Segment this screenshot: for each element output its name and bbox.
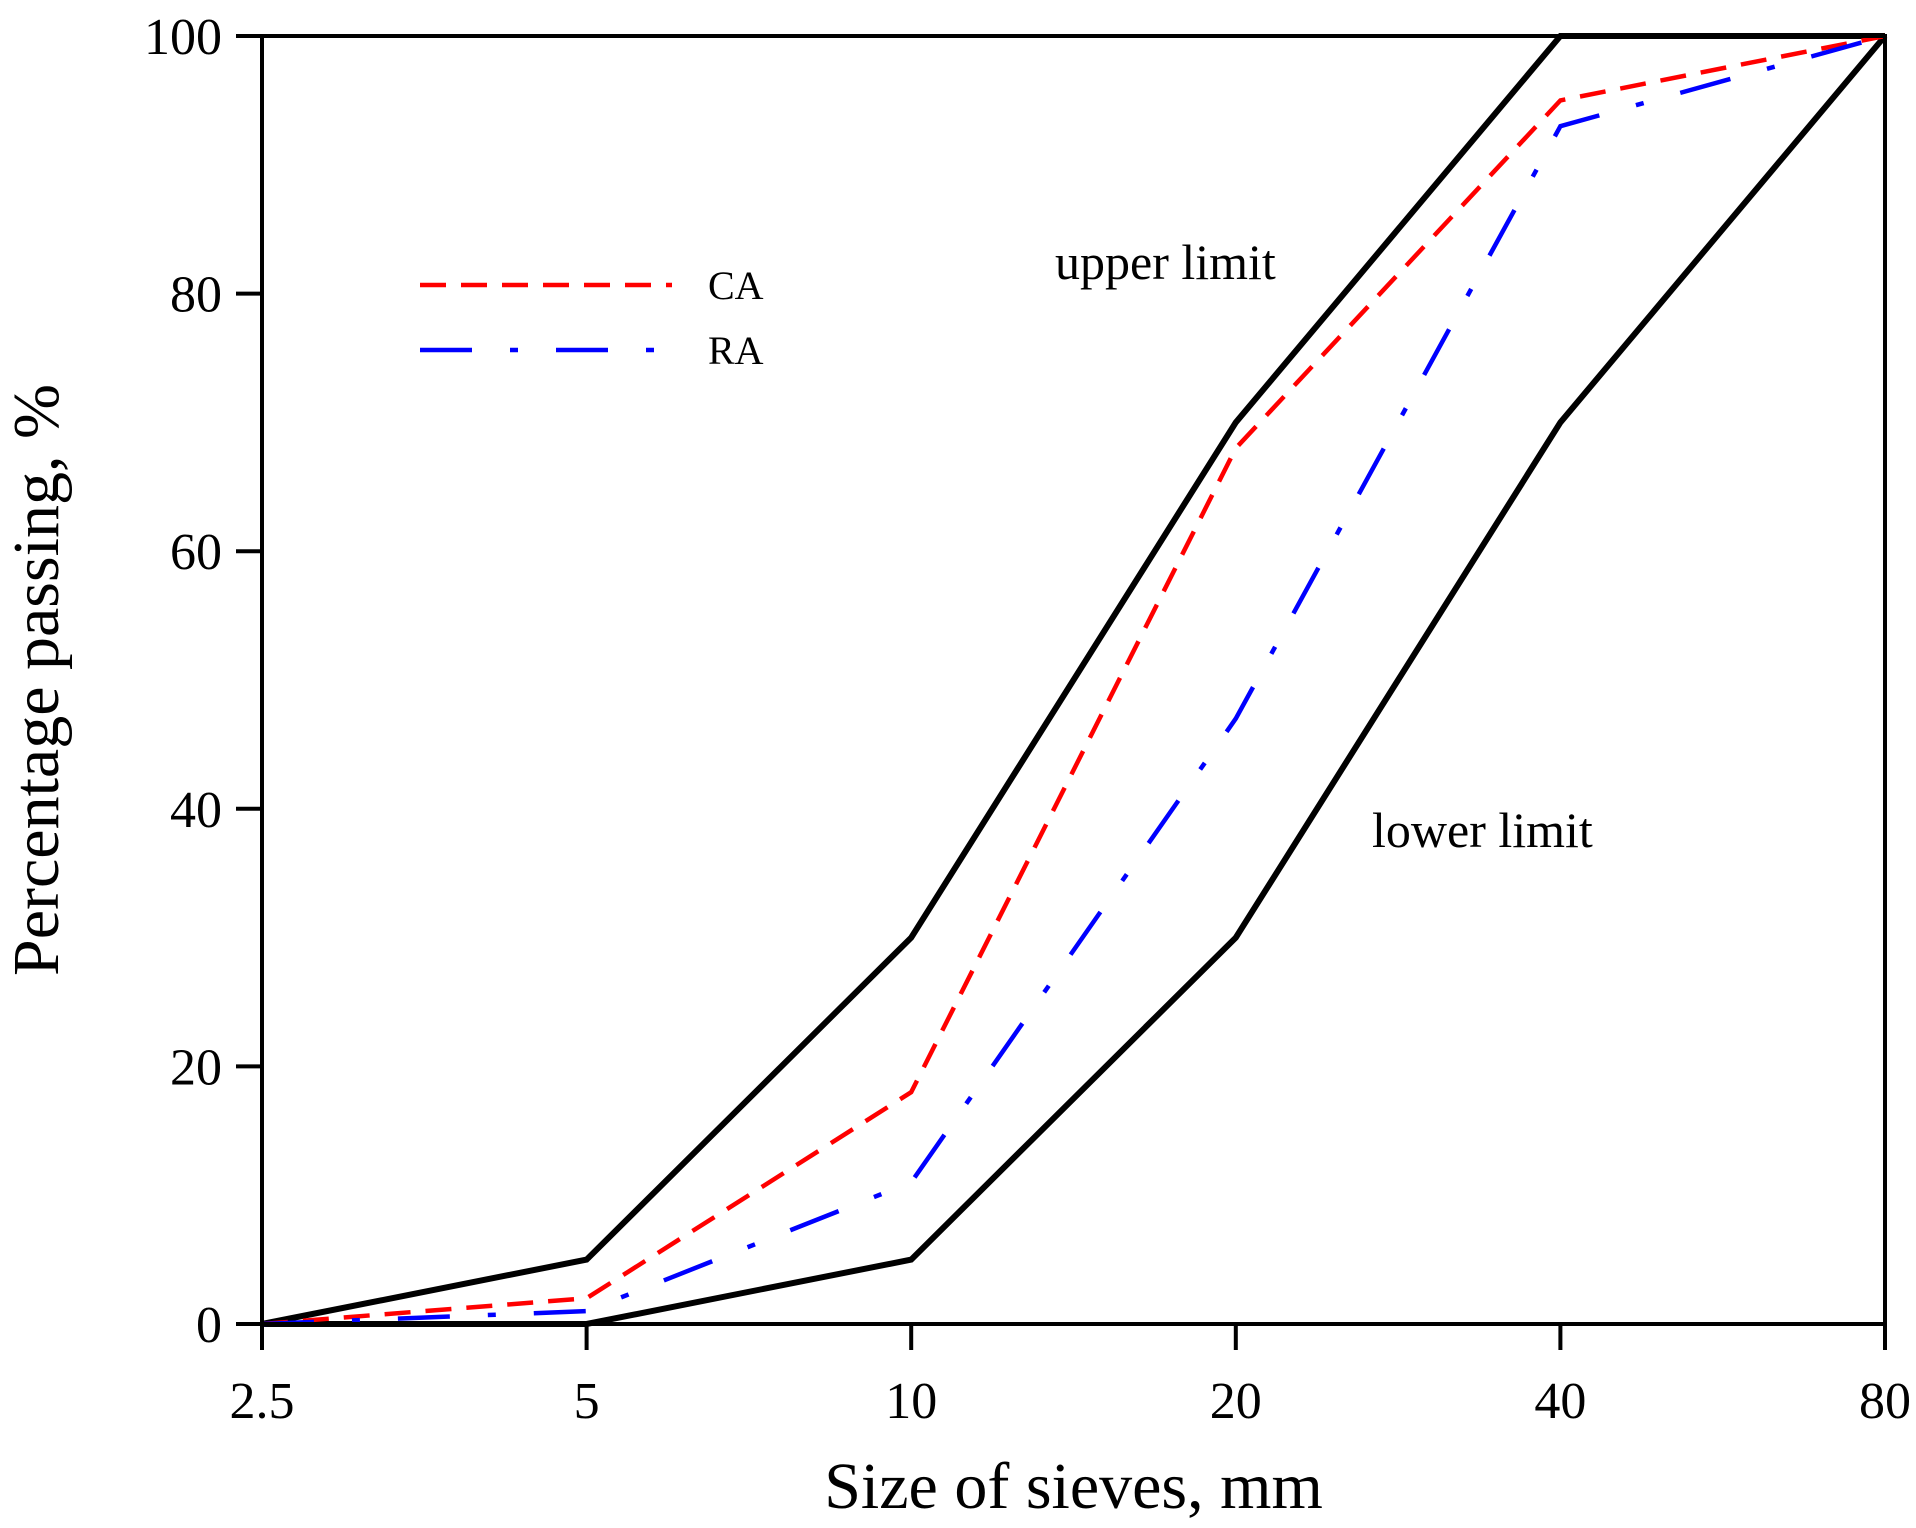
series-ca-line — [261, 33, 1886, 1327]
y-tick-label: 40 — [170, 782, 222, 839]
y-axis-ticks: 0 20 40 60 80 100 — [144, 9, 262, 1354]
y-tick-label: 60 — [170, 524, 222, 581]
x-axis-title: Size of sieves, mm — [824, 1450, 1323, 1523]
lower-limit-annotation: lower limit — [1372, 802, 1593, 858]
legend: CA RA — [420, 263, 764, 373]
x-tick-label: 2.5 — [230, 1373, 295, 1430]
legend-ca-label: CA — [708, 263, 764, 308]
legend-ra-label: RA — [708, 328, 764, 373]
y-axis-title: Percentage passing, % — [0, 384, 73, 976]
y-tick-label: 100 — [144, 9, 222, 66]
y-tick-label: 80 — [170, 267, 222, 324]
x-tick-label: 20 — [1210, 1373, 1262, 1430]
x-axis-ticks: 2.5 5 10 20 40 80 — [230, 1324, 1911, 1430]
y-tick-label: 20 — [170, 1039, 222, 1096]
upper-limit-line — [261, 33, 1885, 1327]
upper-limit-annotation: upper limit — [1055, 234, 1276, 290]
plot-frame — [260, 34, 1887, 1326]
plot-lines — [261, 33, 1888, 1327]
x-tick-label: 10 — [885, 1373, 937, 1430]
y-tick-label: 0 — [196, 1297, 222, 1354]
x-tick-label: 80 — [1859, 1373, 1911, 1430]
series-ra-line — [261, 33, 1886, 1327]
x-tick-label: 5 — [574, 1373, 600, 1430]
x-tick-label: 40 — [1534, 1373, 1586, 1430]
